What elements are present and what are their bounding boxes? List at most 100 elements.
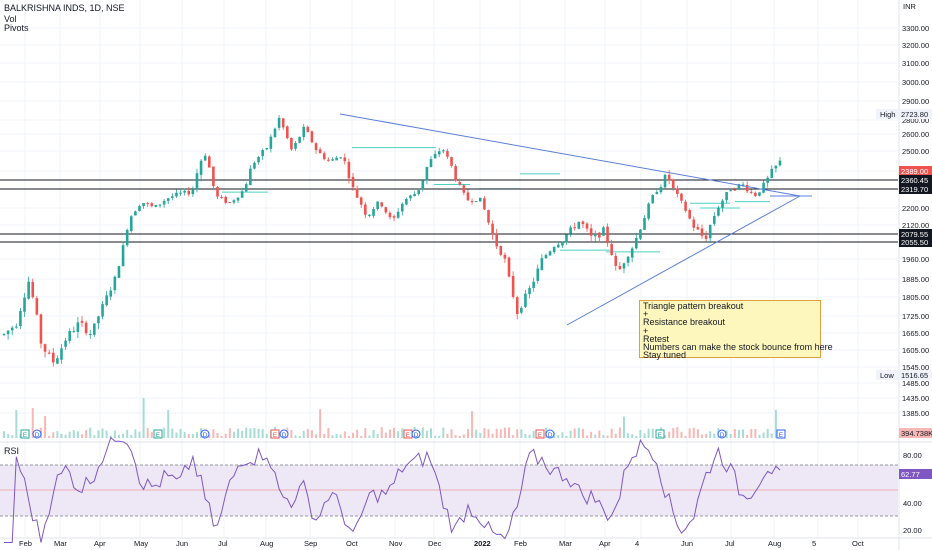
candle-body (688, 209, 691, 219)
pivots-indicator-label[interactable]: Pivots (4, 23, 29, 33)
candle-body (109, 290, 113, 297)
rsi-axis-tick: 80.00 (903, 451, 922, 460)
event-marker-label: E (273, 432, 278, 439)
price-label-box (899, 184, 932, 194)
candle-body (35, 298, 39, 315)
volume-bar (528, 434, 531, 438)
volume-bar (364, 428, 367, 438)
price-label: 2389.00 (901, 167, 928, 176)
candle-body (72, 331, 76, 333)
time-axis-tick: Oct (852, 539, 865, 548)
price-label: 394.738K (901, 429, 932, 438)
candle-body (187, 190, 191, 195)
volume-bar (446, 433, 449, 438)
candle-body (195, 173, 199, 190)
volume-bar (253, 427, 256, 438)
volume-bar (627, 433, 630, 438)
volume-bar (622, 416, 625, 438)
volume-bar (442, 427, 445, 438)
candle-body (503, 254, 507, 259)
candle-body (261, 150, 264, 157)
volume-bar (668, 431, 671, 438)
candle-body (322, 153, 326, 160)
candle-body (708, 224, 712, 239)
candle-body (717, 207, 720, 216)
candle-body (359, 197, 363, 205)
candle-body (466, 192, 470, 201)
volume-bar (680, 431, 683, 438)
volume-bar (639, 429, 642, 438)
volume-bar (64, 434, 67, 438)
volume-bar (331, 435, 334, 438)
candle-body (634, 237, 638, 249)
candle-body (335, 157, 338, 161)
volume-indicator-label[interactable]: Vol (4, 14, 17, 24)
candle-body (618, 266, 622, 270)
candle-body (97, 316, 100, 324)
candle-body (565, 234, 568, 243)
event-marker-label: E (658, 432, 663, 439)
rsi-axis-tick: 40.00 (903, 499, 922, 508)
volume-bar (479, 432, 482, 438)
volume-bar (191, 433, 194, 438)
time-axis-tick: Jul (218, 539, 228, 548)
volume-bar (393, 427, 396, 438)
candle-body (745, 184, 749, 192)
upper-trendline (339, 113, 801, 197)
volume-bar (610, 428, 613, 438)
volume-bar (298, 435, 301, 438)
candle-body (758, 192, 761, 196)
candle-body (536, 268, 540, 281)
candle-body (318, 149, 322, 154)
earnings-marker-icon (655, 429, 665, 439)
volume-bar (220, 435, 223, 438)
candle-body (19, 310, 22, 327)
candle-body (585, 223, 589, 229)
candle-body (343, 157, 347, 162)
candle-body (778, 160, 782, 166)
volume-bar (458, 435, 461, 438)
dividend-marker-icon (279, 429, 289, 439)
candle-body (442, 150, 445, 152)
volume-bar (302, 430, 305, 438)
price-axis-tick: 1485.00 (902, 379, 929, 388)
price-label-box (899, 428, 932, 438)
volume-bar (15, 410, 18, 438)
volume-bar (368, 435, 371, 438)
symbol-title: BALKRISHNA INDS, 1D, NSE (4, 3, 125, 13)
candle-body (2, 333, 6, 335)
volume-bar (167, 410, 170, 438)
volume-bar (631, 434, 634, 438)
volume-bar (647, 428, 650, 438)
candle-body (754, 192, 757, 197)
candle-body (569, 227, 572, 234)
trade-note-annotation[interactable]: Triangle pattern breakout + Resistance b… (639, 300, 833, 360)
candle-body (606, 226, 609, 244)
earnings-marker-icon (153, 429, 163, 439)
price-label: 2319.70 (901, 185, 928, 194)
volume-bar (380, 427, 383, 438)
candle-body (400, 203, 404, 212)
rsi-indicator-label[interactable]: RSI (4, 446, 20, 456)
candle-body (762, 182, 765, 193)
volume-bar (462, 434, 465, 438)
volume-bar (142, 398, 145, 438)
event-marker-label: E (156, 432, 161, 439)
candle-body (614, 255, 618, 266)
volume-bar (19, 433, 22, 438)
event-marker-label: E (23, 432, 28, 439)
time-axis-tick: Nov (389, 539, 403, 548)
candle-body (721, 200, 724, 208)
volume-bar (290, 430, 293, 438)
candle-body (409, 195, 412, 199)
volume-bar (471, 411, 474, 438)
candle-body (88, 334, 92, 336)
rsi-axis-tick: 20.00 (903, 526, 922, 535)
candle-body (499, 245, 503, 255)
candle-body (774, 165, 778, 169)
volume-bar (138, 431, 141, 438)
time-axis-tick: Aug (260, 539, 273, 548)
candle-body (573, 227, 577, 229)
event-marker-label: E (779, 432, 784, 439)
price-axis-tick: 1805.00 (902, 293, 929, 302)
